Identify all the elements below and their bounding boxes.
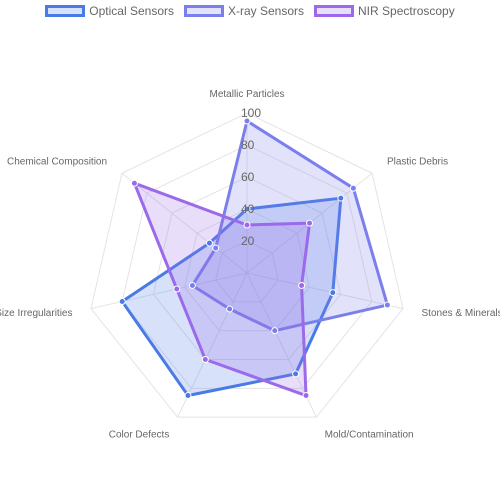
tick-label-2: 60 — [241, 170, 255, 184]
grid-spoke-2 — [246, 272, 404, 310]
grid-ring-2 — [152, 176, 342, 360]
legend-label-optical: Optical Sensors — [89, 4, 174, 18]
axis-label-0: Metallic Particles — [209, 89, 284, 100]
point-2-6 — [130, 179, 138, 187]
axis-label-4: Color Defects — [109, 429, 170, 440]
point-2-3 — [302, 392, 310, 400]
point-2-1 — [306, 219, 314, 227]
legend-item-xray[interactable]: X-ray Sensors — [183, 4, 305, 18]
point-1-4 — [226, 305, 234, 313]
point-0-5 — [118, 297, 126, 305]
point-2-2 — [298, 281, 306, 289]
legend-label-nir: NIR Spectroscopy — [358, 4, 455, 18]
grid-ring-0 — [215, 240, 279, 303]
series-area-2 — [132, 181, 312, 398]
point-1-1 — [349, 184, 357, 192]
grid-ring-4 — [90, 112, 404, 418]
series-area-1 — [190, 119, 389, 333]
point-0-1 — [337, 194, 345, 202]
axis-label-5: Size Irregularities — [0, 308, 72, 319]
axis-label-1: Plastic Debris — [387, 156, 448, 167]
tick-label-0: 20 — [241, 234, 255, 248]
tick-label-3: 80 — [241, 138, 255, 152]
legend-swatch-optical — [45, 5, 86, 17]
point-0-3 — [292, 370, 300, 378]
point-0-0 — [243, 205, 251, 213]
point-0-2 — [329, 289, 337, 297]
grid-spoke-5 — [90, 272, 248, 310]
legend-label-xray: X-ray Sensors — [227, 4, 305, 18]
tick-label-4: 100 — [241, 106, 261, 120]
point-1-2 — [383, 301, 391, 309]
point-1-5 — [188, 281, 196, 289]
axis-label-3: Mold/Contamination — [325, 429, 414, 440]
axis-label-2: Stones & Minerals — [422, 308, 500, 319]
point-1-6 — [212, 244, 220, 252]
legend: Optical Sensors X-ray Sensors NIR Spectr… — [0, 4, 500, 18]
legend-item-nir[interactable]: NIR Spectroscopy — [314, 4, 455, 18]
grid-spoke-6 — [121, 172, 248, 274]
point-2-5 — [173, 285, 181, 293]
legend-swatch-xray — [183, 5, 224, 17]
tick-label-1: 40 — [241, 202, 255, 216]
point-2-4 — [201, 355, 209, 363]
point-0-6 — [205, 239, 213, 247]
grid-ring-3 — [121, 144, 373, 389]
point-0-4 — [184, 392, 192, 400]
point-1-3 — [271, 327, 279, 335]
legend-item-optical[interactable]: Optical Sensors — [45, 4, 174, 18]
series-area-0 — [120, 196, 343, 398]
grid-ring-1 — [184, 208, 310, 332]
legend-swatch-nir — [314, 5, 355, 17]
point-1-0 — [243, 117, 251, 125]
point-2-0 — [243, 221, 251, 229]
axis-label-6: Chemical Composition — [7, 156, 107, 167]
